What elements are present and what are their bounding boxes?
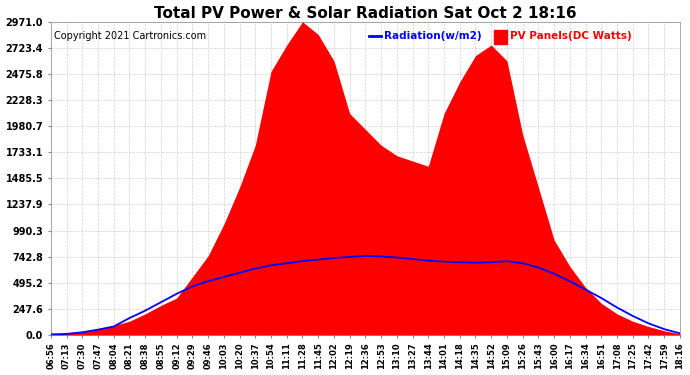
Title: Total PV Power & Solar Radiation Sat Oct 2 18:16: Total PV Power & Solar Radiation Sat Oct…: [154, 6, 577, 21]
Text: Radiation(w/m2): Radiation(w/m2): [384, 31, 482, 41]
Text: Copyright 2021 Cartronics.com: Copyright 2021 Cartronics.com: [54, 31, 206, 41]
Text: PV Panels(DC Watts): PV Panels(DC Watts): [510, 31, 632, 41]
